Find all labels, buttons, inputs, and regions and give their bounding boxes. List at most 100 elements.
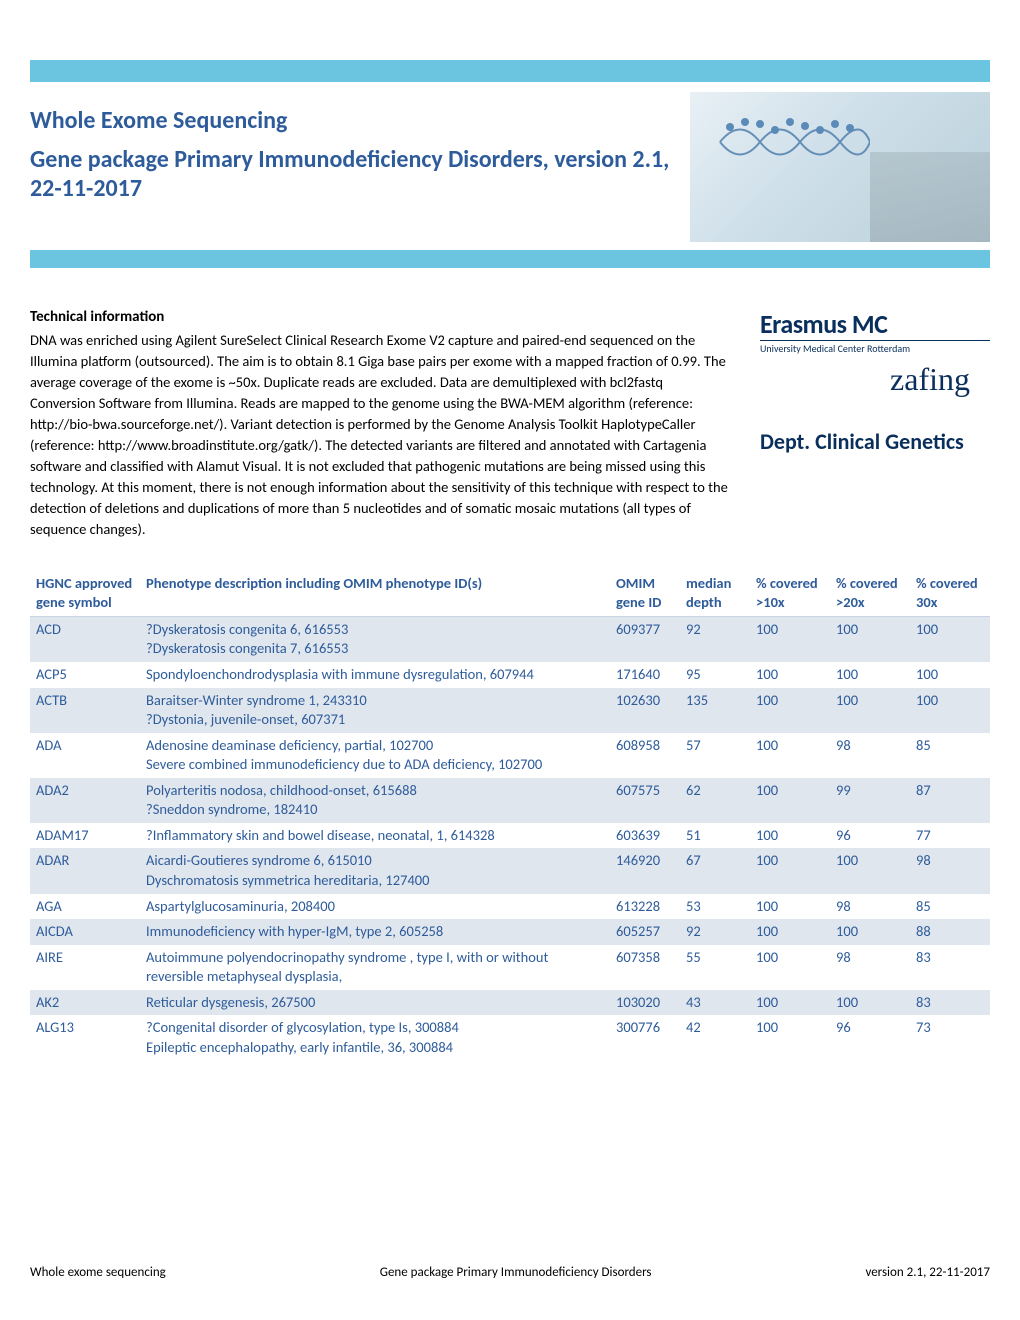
cell-phenotype: Aspartylglucosaminuria, 208400 [140,894,610,920]
cell-depth: 92 [680,616,750,662]
logo-block: Erasmus MC University Medical Center Rot… [750,308,990,540]
technical-text: Technical information DNA was enriched u… [30,308,750,540]
cell-omim: 609377 [610,616,680,662]
th-cov10: % covered>10x [750,570,830,616]
cell-omim: 103020 [610,990,680,1016]
cell-cov20: 96 [830,1015,910,1060]
cell-cov10: 100 [750,919,830,945]
cell-symbol: ADAR [30,848,140,893]
cell-symbol: AIRE [30,945,140,990]
cell-cov10: 100 [750,1015,830,1060]
table-header-row: HGNC approvedgene symbol Phenotype descr… [30,570,990,616]
th-cov20: % covered>20x [830,570,910,616]
cell-symbol: ADA2 [30,778,140,823]
footer-center: Gene package Primary Immunodeficiency Di… [380,1265,652,1280]
th-phenotype: Phenotype description including OMIM phe… [140,570,610,616]
building-image [870,152,990,242]
cell-cov30: 100 [910,616,990,662]
cell-phenotype: Aicardi-Goutieres syndrome 6, 615010Dysc… [140,848,610,893]
title-line-2: Gene package Primary Immunodeficiency Di… [30,145,690,203]
cell-symbol: AGA [30,894,140,920]
th-depth: mediandepth [680,570,750,616]
cell-omim: 613228 [610,894,680,920]
cell-cov10: 100 [750,894,830,920]
dna-helix-icon [710,112,870,172]
th-symbol: HGNC approvedgene symbol [30,570,140,616]
table-row: ADARAicardi-Goutieres syndrome 6, 615010… [30,848,990,893]
cell-cov30: 87 [910,778,990,823]
cell-cov20: 99 [830,778,910,823]
cell-depth: 95 [680,662,750,688]
cell-cov20: 100 [830,919,910,945]
signature: zafing [760,361,990,398]
cell-symbol: ACP5 [30,662,140,688]
cell-cov10: 100 [750,823,830,849]
cell-omim: 300776 [610,1015,680,1060]
th-omim: OMIMgene ID [610,570,680,616]
technical-info-section: Technical information DNA was enriched u… [30,308,990,540]
cell-omim: 102630 [610,688,680,733]
erasmus-logo-text: Erasmus MC [760,308,990,340]
cell-cov30: 85 [910,733,990,778]
cell-depth: 135 [680,688,750,733]
table-row: AIREAutoimmune polyendocrinopathy syndro… [30,945,990,990]
cell-cov20: 100 [830,688,910,733]
cell-cov10: 100 [750,662,830,688]
cell-cov30: 100 [910,688,990,733]
cell-cov10: 100 [750,990,830,1016]
cell-symbol: AK2 [30,990,140,1016]
table-row: AICDAImmunodeficiency with hyper-IgM, ty… [30,919,990,945]
cell-phenotype: Polyarteritis nodosa, childhood-onset, 6… [140,778,610,823]
cell-cov20: 98 [830,733,910,778]
cell-phenotype: Baraitser-Winter syndrome 1, 243310?Dyst… [140,688,610,733]
bottom-accent-bar [30,250,990,268]
table-row: ADA2Polyarteritis nodosa, childhood-onse… [30,778,990,823]
erasmus-subtitle: University Medical Center Rotterdam [760,340,990,355]
table-row: ACTBBaraitser-Winter syndrome 1, 243310?… [30,688,990,733]
cell-phenotype: Spondyloenchondrodysplasia with immune d… [140,662,610,688]
cell-symbol: ACD [30,616,140,662]
header-section: Whole Exome Sequencing Gene package Prim… [30,92,990,242]
cell-cov20: 100 [830,662,910,688]
cell-depth: 67 [680,848,750,893]
gene-table: HGNC approvedgene symbol Phenotype descr… [30,570,990,1060]
department-label: Dept. Clinical Genetics [760,428,990,455]
cell-cov10: 100 [750,688,830,733]
cell-depth: 43 [680,990,750,1016]
tech-heading: Technical information [30,308,730,326]
cell-cov30: 83 [910,990,990,1016]
cell-cov30: 73 [910,1015,990,1060]
header-image [690,92,990,242]
cell-cov10: 100 [750,733,830,778]
cell-phenotype: ?Inflammatory skin and bowel disease, ne… [140,823,610,849]
cell-omim: 603639 [610,823,680,849]
cell-symbol: ALG13 [30,1015,140,1060]
cell-cov30: 83 [910,945,990,990]
cell-omim: 607358 [610,945,680,990]
cell-phenotype: Adenosine deaminase deficiency, partial,… [140,733,610,778]
cell-omim: 146920 [610,848,680,893]
cell-cov20: 100 [830,990,910,1016]
table-row: ACP5Spondyloenchondrodysplasia with immu… [30,662,990,688]
cell-depth: 57 [680,733,750,778]
cell-phenotype: Reticular dysgenesis, 267500 [140,990,610,1016]
cell-cov20: 100 [830,616,910,662]
table-row: AK2Reticular dysgenesis, 267500103020431… [30,990,990,1016]
cell-cov30: 100 [910,662,990,688]
cell-cov20: 100 [830,848,910,893]
footer-left: Whole exome sequencing [30,1265,166,1280]
cell-cov10: 100 [750,945,830,990]
cell-phenotype: ?Congenital disorder of glycosylation, t… [140,1015,610,1060]
cell-cov30: 85 [910,894,990,920]
cell-cov30: 98 [910,848,990,893]
cell-omim: 605257 [610,919,680,945]
table-row: ADAM17?Inflammatory skin and bowel disea… [30,823,990,849]
table-row: ALG13?Congenital disorder of glycosylati… [30,1015,990,1060]
cell-cov20: 96 [830,823,910,849]
cell-phenotype: Autoimmune polyendocrinopathy syndrome ,… [140,945,610,990]
cell-depth: 92 [680,919,750,945]
cell-symbol: ADAM17 [30,823,140,849]
cell-symbol: AICDA [30,919,140,945]
cell-phenotype: Immunodeficiency with hyper-IgM, type 2,… [140,919,610,945]
cell-depth: 51 [680,823,750,849]
